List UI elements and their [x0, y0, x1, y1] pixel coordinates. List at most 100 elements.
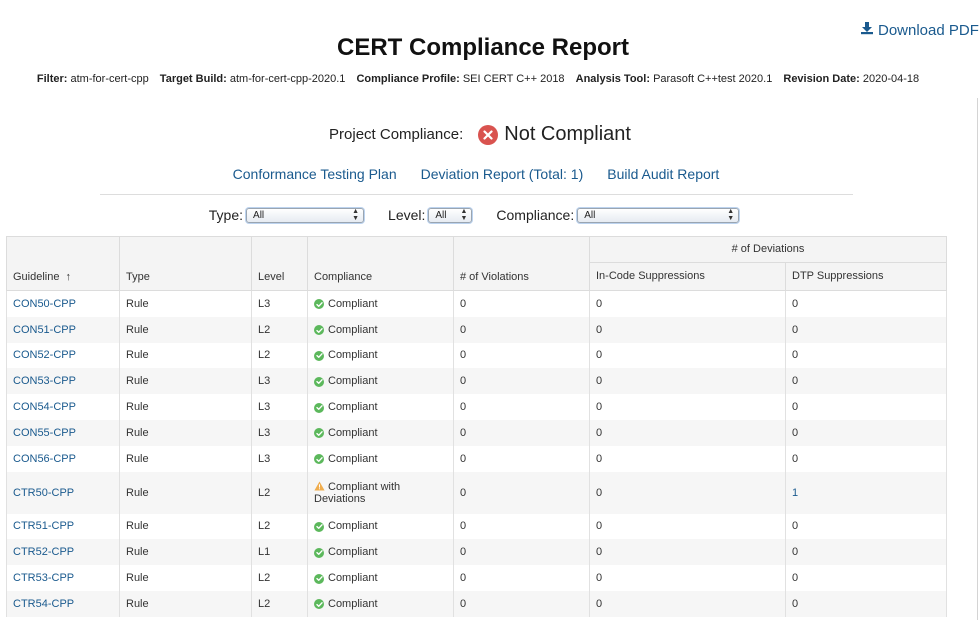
dtp-suppressions-cell: 0 — [784, 590, 948, 617]
type-cell: Rule — [119, 565, 252, 591]
compliance-text: Compliant — [328, 297, 378, 310]
guideline-link[interactable]: CTR50-CPP — [6, 471, 120, 514]
deviation-report-link[interactable]: Deviation Report (Total: 1) — [420, 166, 584, 182]
guideline-link[interactable]: CTR53-CPP — [6, 565, 120, 591]
not-compliant-icon — [478, 124, 499, 145]
guideline-link[interactable]: CON56-CPP — [6, 445, 120, 472]
compliance-cell: Compliant — [307, 539, 454, 566]
level-filter-select[interactable]: All ▲ ▼ — [428, 207, 473, 223]
type-cell: Rule — [119, 419, 252, 446]
compliance-cell: Compliant with Deviations — [307, 471, 454, 514]
dtp-suppressions-cell: 0 — [784, 445, 948, 472]
compliance-cell: Compliant — [307, 290, 454, 317]
violations-cell: 0 — [453, 419, 590, 446]
type-filter-value: All — [253, 209, 265, 221]
report-meta: Filter: atm-for-cert-cpp Target Build: a… — [0, 73, 956, 85]
meta-value: 2020-04-18 — [862, 73, 920, 85]
compliance-text: Compliant — [328, 375, 378, 388]
type-cell: Rule — [119, 368, 252, 395]
compliance-header[interactable]: Compliance — [307, 236, 454, 291]
level-cell: L3 — [251, 394, 308, 420]
type-filter-select[interactable]: All ▲ ▼ — [246, 207, 365, 223]
compliance-filter-label: Compliance: — [496, 207, 575, 223]
download-label: Download PDF — [878, 21, 979, 39]
level-header[interactable]: Level — [251, 236, 308, 291]
project-compliance: Project Compliance: Not Compliant — [0, 123, 960, 146]
build-audit-report-link[interactable]: Build Audit Report — [607, 166, 720, 182]
violations-cell: 0 — [453, 394, 590, 420]
type-cell: Rule — [119, 445, 252, 472]
level-filter-value: All — [435, 209, 447, 221]
in-code-suppressions-cell: 0 — [589, 342, 786, 369]
type-header[interactable]: Type — [119, 236, 252, 291]
in-code-suppressions-cell: 0 — [589, 394, 786, 420]
compliant-check-icon — [314, 350, 324, 361]
dtp-suppressions-cell: 0 — [784, 342, 948, 369]
compliance-cell: Compliant — [307, 445, 454, 472]
guideline-link[interactable]: CON55-CPP — [6, 419, 120, 446]
type-cell: Rule — [119, 316, 252, 343]
warning-icon — [314, 481, 325, 491]
compliance-filter-select[interactable]: All ▲ ▼ — [577, 207, 740, 223]
compliance-cell: Compliant — [307, 368, 454, 395]
project-compliance-status: Not Compliant — [504, 123, 631, 145]
page-divider — [977, 98, 978, 620]
compliant-check-icon — [314, 299, 324, 310]
dtp-suppressions-cell: 0 — [784, 394, 948, 420]
dtp-suppressions-cell: 0 — [784, 419, 948, 446]
compliant-check-icon — [314, 402, 324, 413]
compliance-text: Compliant — [328, 323, 378, 336]
guideline-link[interactable]: CON50-CPP — [6, 290, 120, 317]
meta-key: Revision Date: — [783, 73, 860, 85]
compliant-check-icon — [314, 547, 324, 558]
in-code-suppressions-cell: 0 — [589, 471, 786, 514]
table-row: CTR50-CPP Rule L2 Compliant with Deviations… — [6, 471, 948, 514]
select-arrows-icon: ▲ ▼ — [460, 208, 468, 222]
dtp-suppressions-cell[interactable]: 1 — [784, 471, 948, 514]
compliance-text: Compliant — [328, 349, 378, 362]
guideline-link[interactable]: CON53-CPP — [6, 368, 120, 395]
download-pdf-button[interactable]: Download PDF — [860, 21, 979, 39]
dtp-suppressions-header[interactable]: DTP Suppressions — [784, 261, 948, 292]
deviations-group-header: # of Deviations — [588, 236, 948, 263]
compliance-text: Compliant with Deviations — [314, 480, 401, 505]
guideline-link[interactable]: CON51-CPP — [6, 316, 120, 343]
guideline-link[interactable]: CTR52-CPP — [6, 539, 120, 566]
violations-cell: 0 — [453, 565, 590, 591]
guideline-link[interactable]: CTR51-CPP — [6, 513, 120, 540]
guideline-link[interactable]: CON54-CPP — [6, 394, 120, 420]
filter-bar: Type: All ▲ ▼ Level: All ▲ ▼ Compliance: A… — [0, 207, 948, 223]
compliant-check-icon — [314, 599, 324, 610]
guideline-link[interactable]: CON52-CPP — [6, 342, 120, 369]
table-row: CON51-CPP Rule L2 Compliant 0 0 0 — [6, 316, 948, 343]
compliance-text: Compliant — [328, 546, 378, 559]
in-code-suppressions-cell: 0 — [589, 565, 786, 591]
table-row: CTR51-CPP Rule L2 Compliant 0 0 0 — [6, 513, 948, 540]
compliance-cell: Compliant — [307, 394, 454, 420]
table-row: CON54-CPP Rule L3 Compliant 0 0 0 — [6, 394, 948, 420]
meta-value: SEI CERT C++ 2018 — [462, 73, 565, 85]
meta-value: atm-for-cert-cpp-2020.1 — [229, 73, 346, 85]
table-row: CON56-CPP Rule L3 Compliant 0 0 0 — [6, 445, 948, 472]
dtp-suppressions-cell: 0 — [784, 513, 948, 540]
meta-value: atm-for-cert-cpp — [70, 73, 149, 85]
compliant-check-icon — [314, 428, 324, 439]
type-cell: Rule — [119, 290, 252, 317]
violations-cell: 0 — [453, 445, 590, 472]
compliance-cell: Compliant — [307, 565, 454, 591]
type-cell: Rule — [119, 342, 252, 369]
violations-cell: 0 — [453, 471, 590, 514]
meta-key: Analysis Tool: — [575, 73, 650, 85]
guideline-link[interactable]: CTR54-CPP — [6, 590, 120, 617]
conformance-testing-plan-link[interactable]: Conformance Testing Plan — [232, 166, 397, 182]
level-cell: L3 — [251, 290, 308, 317]
table-row: CON53-CPP Rule L3 Compliant 0 0 0 — [6, 368, 948, 395]
level-cell: L2 — [251, 513, 308, 540]
type-cell: Rule — [119, 471, 252, 514]
violations-header[interactable]: # of Violations — [453, 236, 590, 291]
table-row: CON52-CPP Rule L2 Compliant 0 0 0 — [6, 342, 948, 369]
in-code-suppressions-header[interactable]: In-Code Suppressions — [589, 261, 786, 292]
dtp-suppressions-cell: 0 — [784, 368, 948, 395]
guideline-header[interactable]: Guideline ↑ — [6, 236, 120, 291]
violations-cell: 0 — [453, 290, 590, 317]
